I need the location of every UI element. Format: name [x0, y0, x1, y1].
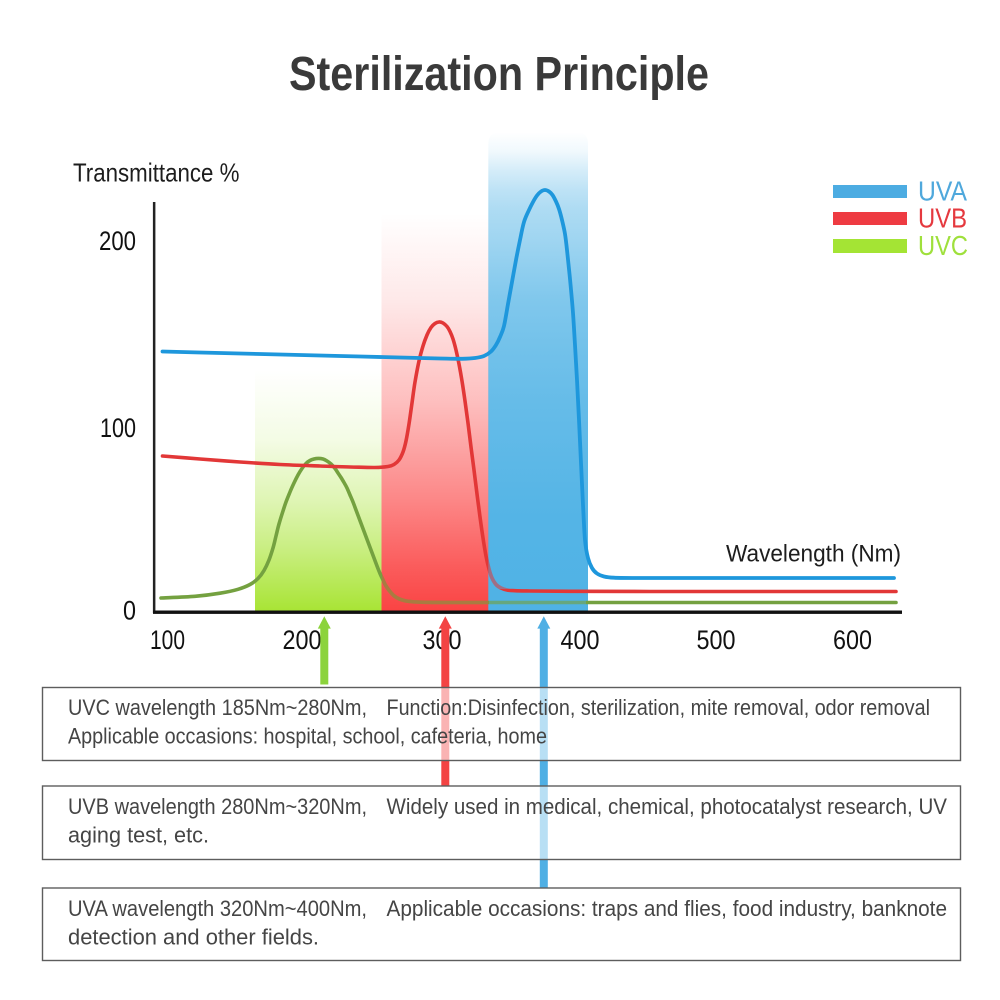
svg-text:400: 400 — [561, 625, 600, 655]
svg-text:detection and other fields.: detection and other fields. — [68, 924, 319, 949]
svg-text:100: 100 — [150, 625, 185, 655]
svg-text:0: 0 — [123, 596, 136, 626]
svg-text:Sterilization Principle: Sterilization Principle — [289, 48, 709, 101]
svg-text:200: 200 — [99, 226, 136, 256]
svg-text:200: 200 — [283, 625, 322, 655]
svg-text:UVB: UVB — [918, 203, 967, 234]
svg-text:Wavelength (Nm): Wavelength (Nm) — [726, 541, 901, 568]
svg-text:600: 600 — [833, 625, 872, 655]
svg-text:UVA: UVA — [918, 176, 967, 207]
svg-text:aging test, etc.: aging test, etc. — [68, 822, 209, 847]
svg-text:UVC: UVC — [918, 230, 968, 261]
svg-text:UVC wavelength 185Nm~280Nm,Fun: UVC wavelength 185Nm~280Nm, Function:Disi… — [68, 695, 930, 720]
svg-text:Transmittance %: Transmittance % — [73, 158, 240, 188]
svg-text:100: 100 — [100, 413, 136, 443]
svg-text:UVB wavelength 280Nm~320Nm,Wid: UVB wavelength 280Nm~320Nm, Widely used i… — [68, 794, 947, 819]
svg-text:500: 500 — [697, 625, 736, 655]
svg-text:UVA wavelength 320Nm~400Nm,App: UVA wavelength 320Nm~400Nm, Applicable oc… — [68, 896, 947, 921]
svg-text:Applicable occasions: hospital: Applicable occasions: hospital, school, … — [68, 723, 547, 748]
